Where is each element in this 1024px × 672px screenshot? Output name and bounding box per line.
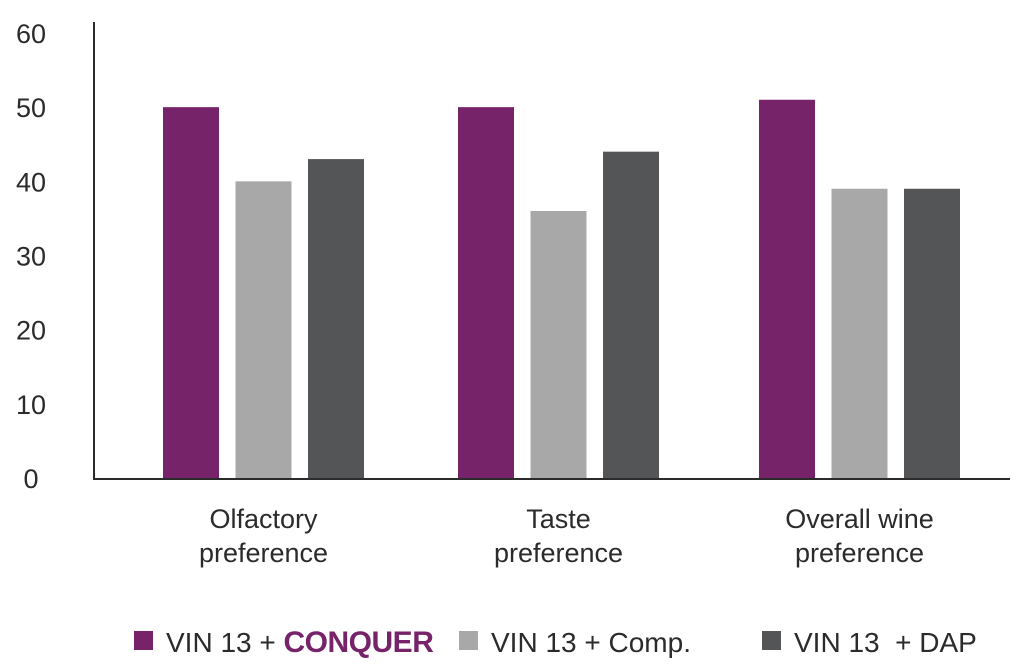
legend-swatch — [459, 631, 478, 650]
legend-label-prefix: VIN 13 + — [166, 627, 284, 658]
y-tick-label: 40 — [16, 167, 46, 197]
legend-label: VIN 13 + CONQUER — [166, 626, 434, 659]
bar — [603, 151, 659, 478]
bar — [904, 188, 960, 478]
legend-label-brand: CONQUER — [284, 626, 435, 659]
y-tick-label: 20 — [16, 316, 46, 346]
y-tick-label: 60 — [16, 19, 46, 49]
legend-label: VIN 13 + DAP — [794, 627, 977, 658]
x-category-label: Overall wine — [785, 504, 934, 534]
y-axis-ticks: 0 10 20 30 40 50 60 — [16, 19, 46, 494]
legend-swatch — [134, 631, 153, 650]
legend: VIN 13 + CONQUER VIN 13 + Comp. VIN 13 + D… — [134, 626, 977, 659]
y-tick-label: 0 — [23, 464, 38, 494]
x-category-label: preference — [795, 538, 924, 568]
bars-group — [163, 99, 960, 479]
legend-swatch — [762, 631, 781, 650]
bar — [235, 181, 292, 479]
bar — [530, 211, 587, 478]
x-category-label: preference — [199, 538, 328, 568]
bar — [759, 99, 815, 478]
y-tick-label: 50 — [16, 93, 46, 123]
bar — [308, 159, 364, 479]
x-category-label: Olfactory — [209, 504, 318, 534]
legend-label: VIN 13 + Comp. — [491, 627, 691, 658]
x-category-label: Taste — [526, 504, 591, 534]
x-axis-labels: Olfactory preference Taste preference Overal… — [199, 504, 934, 568]
bar — [831, 188, 888, 478]
y-tick-label: 10 — [16, 390, 46, 420]
y-tick-label: 30 — [16, 242, 46, 272]
x-category-label: preference — [494, 538, 623, 568]
bar — [458, 107, 514, 479]
bar — [163, 107, 219, 479]
